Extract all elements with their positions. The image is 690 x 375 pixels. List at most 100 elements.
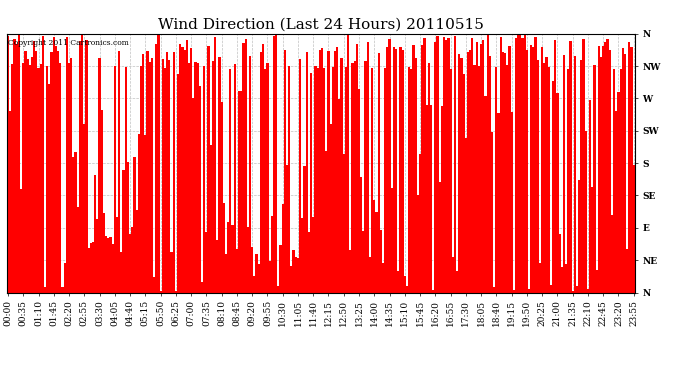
Bar xyxy=(18,35,20,292)
Bar xyxy=(20,189,22,292)
Bar xyxy=(366,42,369,292)
Bar xyxy=(68,63,70,292)
Bar xyxy=(556,93,558,292)
Bar xyxy=(493,287,495,292)
Bar xyxy=(170,252,172,292)
Bar xyxy=(146,51,148,292)
Bar xyxy=(195,62,197,292)
Bar xyxy=(144,135,146,292)
Bar xyxy=(210,145,212,292)
Bar xyxy=(528,289,530,292)
Bar xyxy=(33,42,35,292)
Bar xyxy=(168,60,170,292)
Bar xyxy=(268,261,270,292)
Bar xyxy=(129,234,131,292)
Bar xyxy=(368,257,371,292)
Bar xyxy=(465,138,467,292)
Bar xyxy=(598,45,600,292)
Bar xyxy=(404,276,406,292)
Bar xyxy=(402,50,404,292)
Bar xyxy=(622,48,624,292)
Bar xyxy=(413,45,415,292)
Bar xyxy=(384,68,386,292)
Bar xyxy=(118,51,120,292)
Bar xyxy=(475,42,478,292)
Bar xyxy=(155,44,157,292)
Bar xyxy=(186,40,188,292)
Bar xyxy=(522,38,524,292)
Bar xyxy=(539,263,541,292)
Bar xyxy=(66,36,68,292)
Bar xyxy=(172,52,175,292)
Bar xyxy=(133,157,135,292)
Bar xyxy=(282,204,284,292)
Bar xyxy=(502,52,504,292)
Bar xyxy=(140,66,142,292)
Bar xyxy=(203,66,206,292)
Bar xyxy=(101,110,103,292)
Bar xyxy=(580,60,582,292)
Bar xyxy=(199,86,201,292)
Bar xyxy=(604,42,607,292)
Bar xyxy=(52,37,55,292)
Bar xyxy=(434,42,436,292)
Bar xyxy=(332,67,334,292)
Bar xyxy=(218,57,221,292)
Bar xyxy=(609,50,611,292)
Bar xyxy=(561,267,563,292)
Bar xyxy=(421,45,424,292)
Bar xyxy=(13,39,16,292)
Bar xyxy=(22,63,24,292)
Bar xyxy=(567,69,569,292)
Bar xyxy=(103,213,105,292)
Bar xyxy=(221,102,223,292)
Bar xyxy=(477,66,480,292)
Bar xyxy=(135,210,138,292)
Title: Wind Direction (Last 24 Hours) 20110515: Wind Direction (Last 24 Hours) 20110515 xyxy=(158,17,484,31)
Bar xyxy=(388,39,391,292)
Bar xyxy=(406,286,408,292)
Bar xyxy=(317,68,319,292)
Bar xyxy=(595,270,598,292)
Bar xyxy=(153,277,155,292)
Bar xyxy=(535,37,537,292)
Bar xyxy=(290,266,293,292)
Bar xyxy=(631,47,633,292)
Bar xyxy=(526,50,528,292)
Bar xyxy=(223,202,225,292)
Bar xyxy=(334,51,336,292)
Bar xyxy=(323,68,325,292)
Bar xyxy=(259,52,262,292)
Bar xyxy=(611,215,613,292)
Bar xyxy=(181,47,184,292)
Bar xyxy=(600,57,602,292)
Bar xyxy=(29,64,31,292)
Bar xyxy=(569,40,571,292)
Bar xyxy=(39,63,42,292)
Bar xyxy=(24,51,26,292)
Bar xyxy=(462,74,465,292)
Bar xyxy=(491,132,493,292)
Bar xyxy=(216,240,219,292)
Bar xyxy=(449,69,452,292)
Bar xyxy=(125,67,127,292)
Bar xyxy=(558,234,561,292)
Bar xyxy=(249,57,251,292)
Bar xyxy=(61,287,63,292)
Bar xyxy=(436,36,439,292)
Bar xyxy=(48,84,50,292)
Bar xyxy=(312,217,315,292)
Bar xyxy=(550,285,552,292)
Bar xyxy=(411,69,413,292)
Bar xyxy=(423,38,426,292)
Bar xyxy=(486,34,489,292)
Bar xyxy=(582,39,584,292)
Bar xyxy=(109,237,112,292)
Bar xyxy=(177,74,179,292)
Bar xyxy=(75,152,77,292)
Bar xyxy=(360,177,362,292)
Bar xyxy=(515,39,517,292)
Bar xyxy=(343,154,345,292)
Bar xyxy=(242,43,244,292)
Bar xyxy=(377,53,380,292)
